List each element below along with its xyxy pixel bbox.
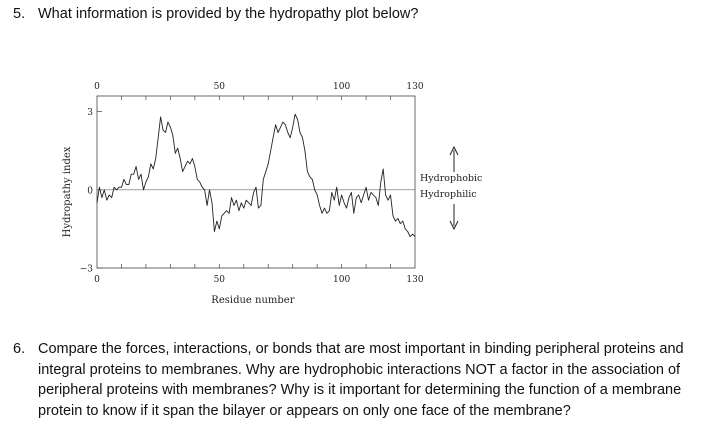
x-tick-label-top: 100 [333,82,350,92]
question-6-number: 6. [13,341,26,357]
x-tick-label-bottom: 50 [214,275,226,285]
up-arrow-icon [449,145,459,156]
hydropathy-line [96,113,416,238]
x-tick-label-bottom: 0 [94,275,100,285]
hydropathy-series [96,113,416,238]
x-axis-label: Residue number [211,295,294,306]
y-tick-label: 3 [87,108,93,118]
x-tick-label-top: 130 [406,82,423,92]
y-tick-label: −3 [80,265,94,275]
hydrophobic-label: Hydrophobic [420,173,482,184]
y-tick-label: 0 [87,186,93,196]
down-arrow-icon [449,220,459,231]
plot-axes [96,95,459,269]
x-tick-label-bottom: 100 [333,275,350,285]
x-tick-label-top: 50 [214,82,226,92]
x-tick-label-bottom: 130 [406,275,423,285]
hydrophilic-label: Hydrophilic [420,189,477,200]
question-6-text: Compare the forces, interactions, or bon… [38,341,684,419]
question-5-text: What information is provided by the hydr… [38,6,419,22]
question-5-number: 5. [13,6,26,22]
plot-frame [96,95,416,269]
y-axis-label: Hydropathy index [62,146,73,237]
x-tick-label-top: 0 [94,82,100,92]
